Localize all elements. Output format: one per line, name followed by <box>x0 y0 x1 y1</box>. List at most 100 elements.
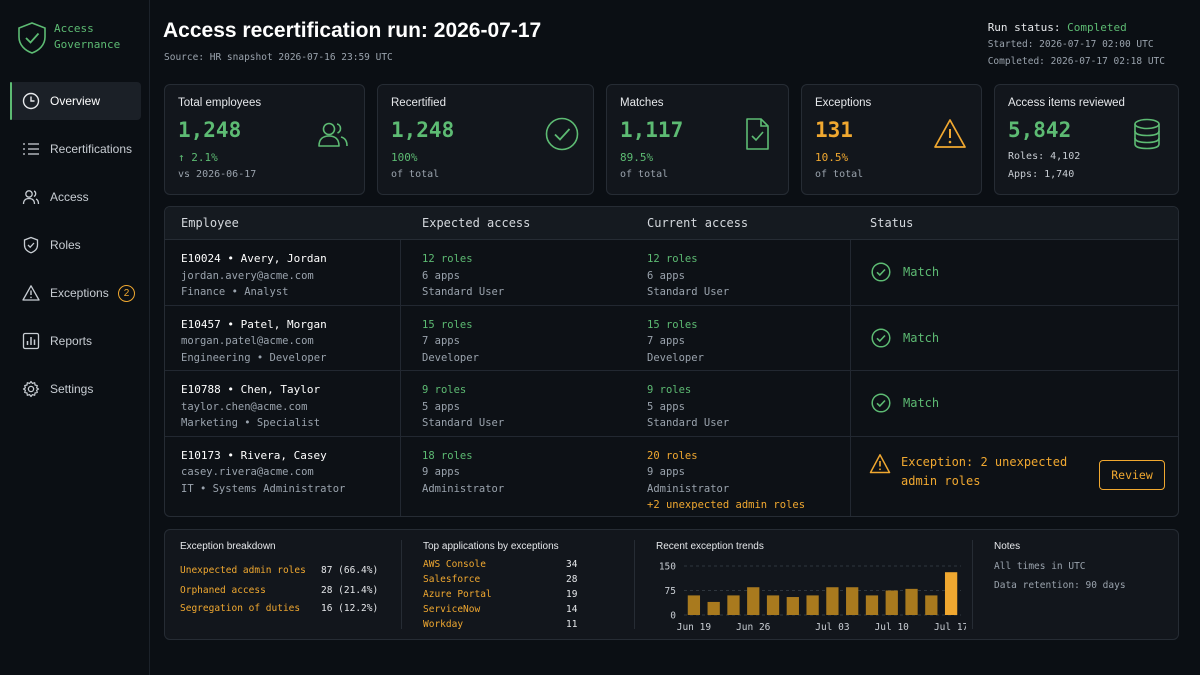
breakdown-label[interactable]: Unexpected admin roles <box>180 565 306 576</box>
status-cell: Match <box>850 371 1178 436</box>
employee-name: Chen, Taylor <box>240 383 321 396</box>
breakdown-label[interactable]: Orphaned access <box>180 585 266 596</box>
table-row[interactable]: E10788 • Chen, Taylor taylor.chen@acme.c… <box>165 371 1178 437</box>
run-started: Started: 2026-07-17 02:00 UTC <box>987 39 1154 50</box>
employee-email: casey.rivera@acme.com <box>181 466 314 478</box>
app-count: 11 <box>566 619 578 630</box>
x-tick-label: Jun 26 <box>736 622 771 633</box>
users-icon <box>318 122 348 147</box>
trend-bar <box>747 587 760 615</box>
status-cell: Match <box>850 305 1178 370</box>
current-apps: 9 apps <box>647 466 685 478</box>
status-label-line1: Exception: 2 unexpected <box>901 454 1068 469</box>
app-label[interactable]: Workday <box>423 619 464 630</box>
column-header-current-access[interactable]: Current access <box>647 216 749 230</box>
kpi-card-access-items: Access items reviewed 5,842 Roles: 4,102… <box>994 84 1179 195</box>
table-row[interactable]: E10457 • Patel, Morgan morgan.patel@acme… <box>165 305 1178 371</box>
current-roles: 9 roles <box>647 384 692 396</box>
current-access-cell: 9 roles 5 apps Standard User <box>647 382 729 432</box>
note-line: Data retention: 90 days <box>994 580 1126 591</box>
warning-icon <box>869 453 891 473</box>
column-header-employee[interactable]: Employee <box>181 216 239 230</box>
sidebar-item-access[interactable]: Access <box>10 178 141 216</box>
table-header: Employee Expected access Current access … <box>165 207 1178 240</box>
app-label[interactable]: Salesforce <box>423 574 481 585</box>
expected-access-cell: 15 roles 7 apps Developer <box>422 317 479 367</box>
expected-apps: 6 apps <box>422 269 460 282</box>
kpi-label: Recertified <box>391 97 446 109</box>
app-label[interactable]: Azure Portal <box>423 589 492 600</box>
breakdown-value: 28 (21.4%) <box>321 585 379 596</box>
app-label[interactable]: AWS Console <box>423 559 486 570</box>
current-roles: 12 roles <box>647 253 698 265</box>
status-match: Match <box>871 393 939 413</box>
app-label[interactable]: ServiceNow <box>423 604 481 615</box>
current-apps: 6 apps <box>647 269 685 282</box>
trend-bar <box>865 595 879 615</box>
exception-trends: Recent exception trends 150 75 0 Jun 19 Jun … <box>656 530 966 639</box>
unexpected-roles-note: +2 unexpected admin roles <box>647 499 806 511</box>
current-apps: 5 apps <box>647 400 685 413</box>
review-button[interactable]: Review <box>1099 459 1165 490</box>
table-row[interactable]: E10024 • Avery, Jordan jordan.avery@acme… <box>165 240 1178 306</box>
status-cell: Match <box>850 240 1178 305</box>
check-circle-icon <box>871 328 891 348</box>
sidebar-item-label: Exceptions <box>50 286 109 300</box>
status-match: Match <box>871 328 939 348</box>
current-profile: Developer <box>647 351 704 364</box>
kpi-comparison: vs 2026-06-17 <box>178 169 257 180</box>
sidebar-item-recertifications[interactable]: Recertifications <box>10 130 141 168</box>
app-count: 34 <box>566 559 578 570</box>
table-row[interactable]: E10173 • Rivera, Casey casey.rivera@acme… <box>165 436 1178 516</box>
trend-bar <box>727 595 740 615</box>
employee-department: Finance • Analyst <box>181 286 289 298</box>
column-header-status[interactable]: Status <box>870 216 914 230</box>
trend-bar <box>687 595 701 615</box>
y-tick-label: 0 <box>670 611 676 622</box>
kpi-apps-count: Apps: 1,740 <box>1008 169 1075 180</box>
status-cell: Exception: 2 unexpected admin roles Revi… <box>850 436 1178 516</box>
trend-bar <box>766 595 780 615</box>
breakdown-label[interactable]: Segregation of duties <box>180 603 301 614</box>
breakdown-value: 87 (66.4%) <box>321 565 379 576</box>
y-tick-label: 150 <box>659 562 676 573</box>
employee-id: E10024 <box>181 252 221 265</box>
expected-apps: 5 apps <box>422 400 460 413</box>
current-access-cell: 15 roles 7 apps Developer <box>647 317 704 367</box>
warning-icon <box>22 285 40 301</box>
current-access-cell: 12 roles 6 apps Standard User <box>647 251 729 301</box>
kpi-value: 1,248 <box>391 118 455 142</box>
status-match: Match <box>871 262 939 282</box>
expected-roles: 18 roles <box>422 449 473 462</box>
section-title: Top applications by exceptions <box>423 541 559 552</box>
expected-apps: 7 apps <box>422 335 460 347</box>
recertification-table: Employee Expected access Current access … <box>164 206 1179 517</box>
expected-apps: 9 apps <box>422 466 460 478</box>
app-name-line2: Governance <box>54 38 121 51</box>
kpi-card-matches: Matches 1,117 89.5% of total <box>606 84 789 195</box>
sidebar-item-overview[interactable]: Overview <box>10 82 141 120</box>
page-title: Access recertification run: 2026-07-17 <box>163 19 542 42</box>
y-tick-label: 75 <box>665 586 676 597</box>
column-header-expected-access[interactable]: Expected access <box>422 216 531 230</box>
current-roles: 15 roles <box>647 318 698 331</box>
kpi-roles-count: Roles: 4,102 <box>1008 151 1081 162</box>
sidebar-item-exceptions[interactable]: Exceptions 2 <box>10 274 141 312</box>
expected-profile: Administrator <box>422 482 505 495</box>
database-icon <box>1134 118 1160 150</box>
kpi-value: 1,248 <box>178 118 242 142</box>
sidebar-item-settings[interactable]: Settings <box>10 370 141 408</box>
status-label: Match <box>903 330 940 345</box>
kpi-caption: of total <box>815 169 864 180</box>
section-title: Notes <box>994 541 1021 552</box>
status-label-line2: admin roles <box>901 473 981 488</box>
kpi-change: ↑ 2.1% <box>178 151 218 164</box>
sidebar-item-reports[interactable]: Reports <box>10 322 141 360</box>
kpi-caption: of total <box>620 169 669 180</box>
sidebar-item-roles[interactable]: Roles <box>10 226 141 264</box>
sidebar: Access Governance Overview Recertificati… <box>0 0 150 675</box>
trend-bar <box>707 601 720 615</box>
list-icon <box>23 143 39 155</box>
warning-icon <box>934 119 966 148</box>
employee-email: morgan.patel@acme.com <box>181 335 314 347</box>
